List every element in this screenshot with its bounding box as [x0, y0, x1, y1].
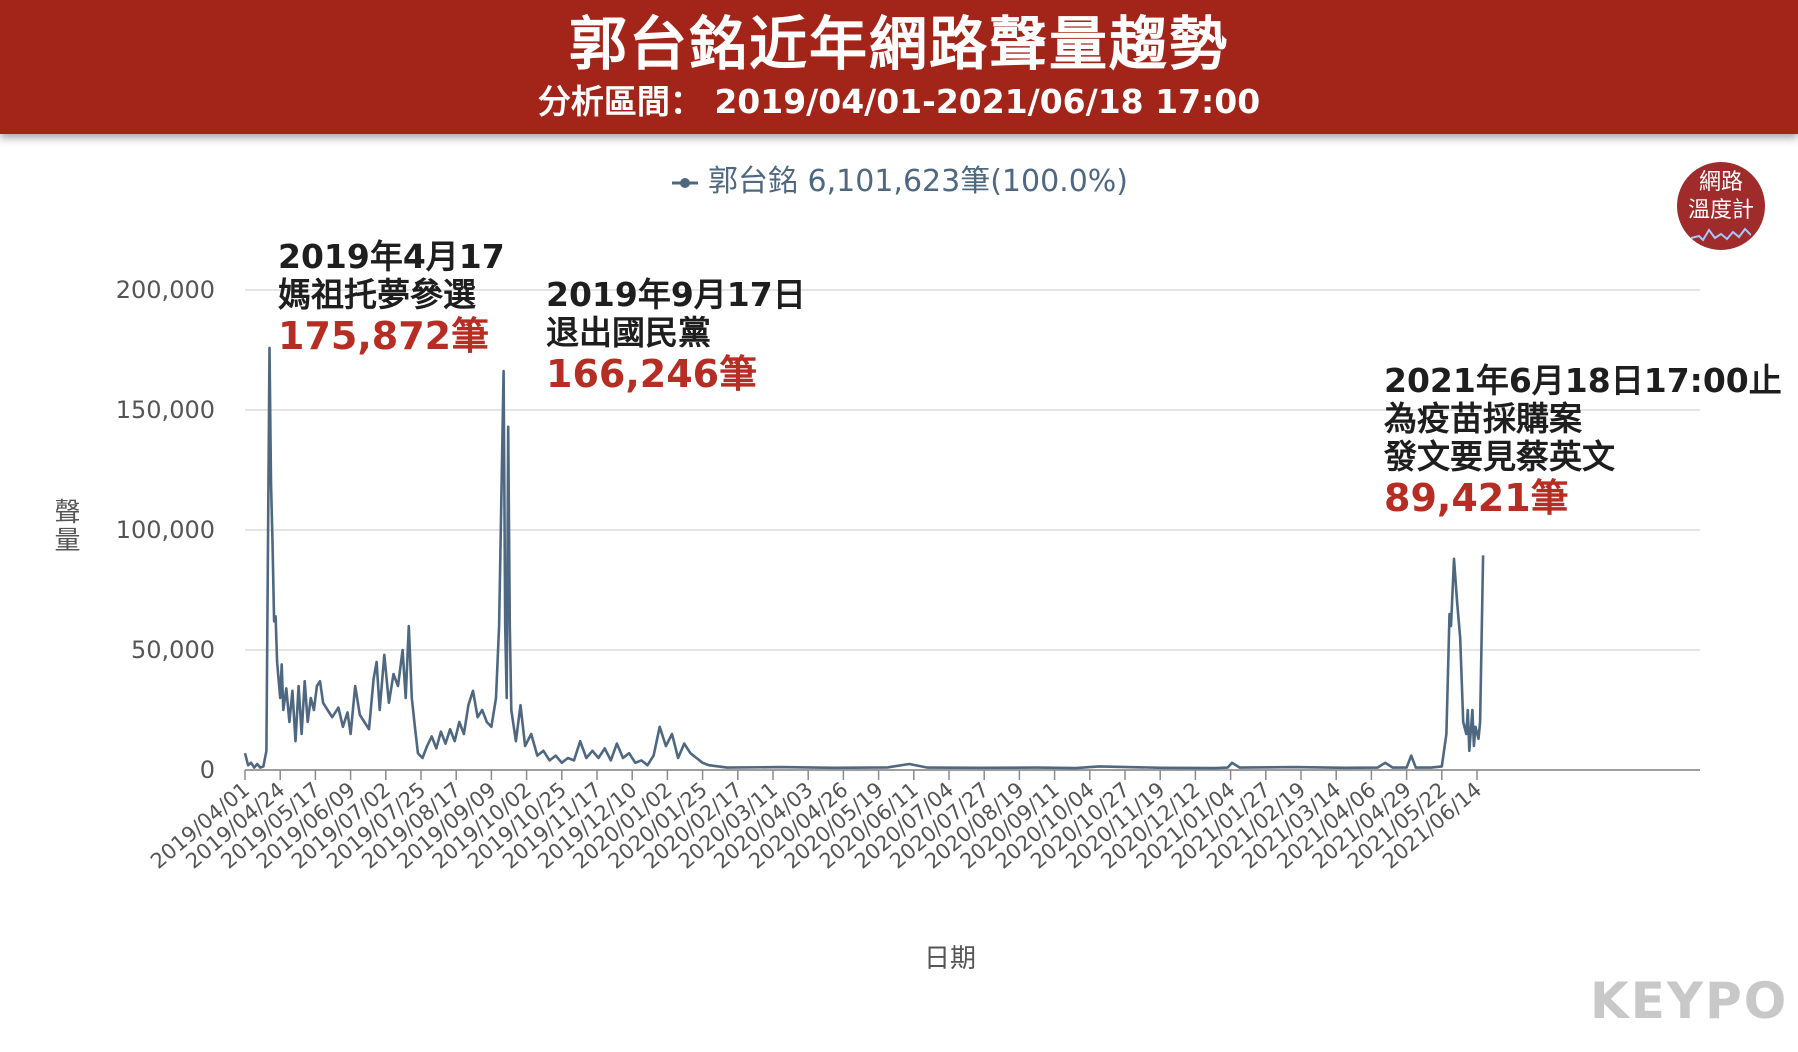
- badge-line-1: 網路: [1698, 170, 1743, 195]
- annotation-april-value: 175,872筆: [278, 314, 490, 358]
- annotation-september-value: 166,246筆: [546, 352, 758, 396]
- annotation-september-event: 退出國民黨: [546, 313, 711, 352]
- y-tick-label: 100,000: [116, 516, 215, 544]
- annotation-april-event: 媽祖托夢參選: [278, 275, 476, 314]
- annotation-april-date: 2019年4月17: [278, 237, 505, 276]
- y-axis-ticks: 0 50,000 100,000 150,000 200,000: [116, 276, 215, 784]
- annotation-june-2021: 2021年6月18日17:00止 為疫苗採購案 發文要見蔡英文 89,421筆: [1384, 361, 1782, 521]
- title-banner: 郭台銘近年網路聲量趨勢 分析區間： 2019/04/01-2021/06/18 …: [0, 0, 1798, 134]
- chart-legend[interactable]: 郭台銘 6,101,623筆(100.0%): [0, 156, 1798, 200]
- keypo-logo: KEYPO: [1590, 972, 1789, 1030]
- analysis-period: 分析區間： 2019/04/01-2021/06/18 17:00: [537, 82, 1261, 121]
- x-axis-ticks: 2019/04/012019/04/242019/05/172019/06/09…: [146, 770, 1486, 874]
- brand-badge: 網路 溫度計: [1677, 162, 1765, 250]
- y-tick-label: 0: [200, 756, 215, 784]
- y-tick-label: 200,000: [116, 276, 215, 304]
- annotation-september: 2019年9月17日 退出國民黨 166,246筆: [546, 275, 806, 397]
- series-line-guo: [243, 346, 1485, 770]
- annotation-june-value: 89,421筆: [1384, 476, 1569, 520]
- badge-line-2: 溫度計: [1687, 198, 1754, 223]
- annotation-june-event-2: 發文要見蔡英文: [1384, 437, 1615, 476]
- x-axis-label: 日期: [924, 944, 977, 974]
- annotation-april: 2019年4月17 媽祖托夢參選 175,872筆: [278, 237, 505, 359]
- y-tick-label: 50,000: [131, 636, 215, 664]
- legend-line-marker-icon: [671, 177, 698, 188]
- legend-series-label: 郭台銘 6,101,623筆(100.0%): [707, 164, 1128, 199]
- y-axis-label: 聲量: [50, 498, 80, 554]
- y-tick-label: 150,000: [116, 396, 215, 424]
- annotation-september-date: 2019年9月17日: [546, 275, 806, 314]
- page-title: 郭台銘近年網路聲量趨勢: [568, 10, 1229, 78]
- pulse-wave-icon: [1691, 227, 1751, 242]
- annotation-june-date: 2021年6月18日17:00止: [1384, 361, 1782, 400]
- annotation-june-event: 為疫苗採購案: [1384, 399, 1582, 438]
